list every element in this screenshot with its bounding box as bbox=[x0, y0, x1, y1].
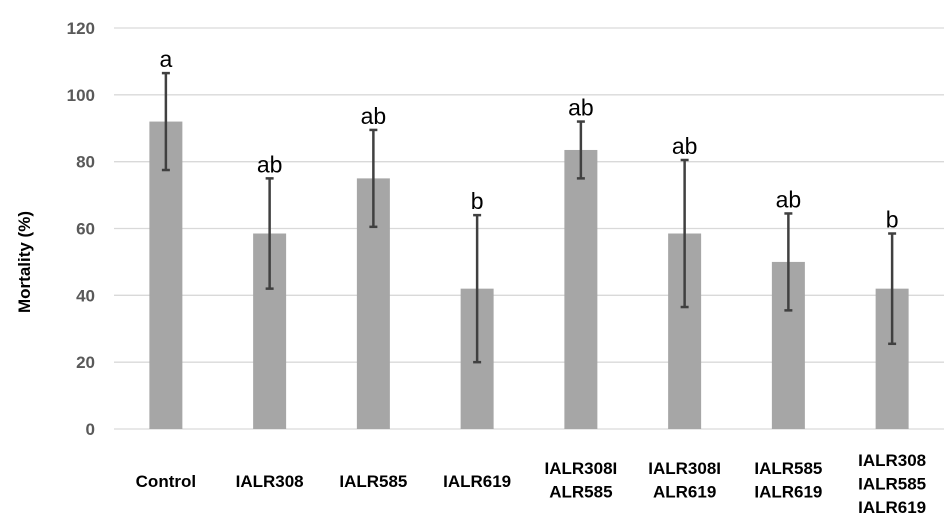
error-bar bbox=[473, 213, 482, 364]
error-bar bbox=[265, 177, 274, 290]
category-label-line: IALR308I bbox=[545, 459, 618, 478]
category-label-line: Control bbox=[136, 472, 196, 491]
y-tick-label: 100 bbox=[67, 86, 95, 105]
category-label: IALR585 bbox=[339, 472, 407, 491]
significance-letter: ab bbox=[568, 95, 594, 121]
category-label-line: IALR308 bbox=[236, 472, 304, 491]
significance-letter: b bbox=[471, 188, 484, 214]
bar bbox=[564, 149, 598, 430]
category-label-line: ALR585 bbox=[549, 483, 612, 502]
gridlines bbox=[114, 27, 944, 430]
category-label-line: IALR619 bbox=[443, 472, 511, 491]
y-tick-label: 60 bbox=[76, 220, 95, 239]
y-tick-label: 120 bbox=[67, 19, 95, 38]
y-tick-labels: 0 20 40 60 80 100 120 bbox=[67, 19, 95, 439]
y-tick-label: 40 bbox=[76, 286, 95, 305]
significance-letter: ab bbox=[257, 151, 283, 177]
error-bar bbox=[161, 71, 170, 172]
category-label: IALR308I ALR619 bbox=[648, 459, 721, 502]
significance-letters: a ab ab b ab ab ab b bbox=[159, 46, 898, 232]
category-label: IALR619 bbox=[443, 472, 511, 491]
error-bar bbox=[576, 120, 585, 180]
category-label: IALR585 IALR619 bbox=[754, 459, 822, 502]
category-label-line: IALR308I bbox=[648, 459, 721, 478]
category-label: Control bbox=[136, 472, 196, 491]
category-label-line: IALR308 bbox=[858, 451, 926, 470]
error-bar bbox=[784, 212, 793, 312]
bar bbox=[149, 121, 183, 430]
significance-letter: ab bbox=[361, 103, 387, 129]
error-bars bbox=[161, 71, 897, 364]
y-tick-label: 0 bbox=[86, 420, 95, 439]
significance-letter: a bbox=[159, 46, 172, 72]
significance-letter: ab bbox=[776, 186, 802, 212]
error-bar bbox=[369, 128, 378, 229]
error-bar bbox=[888, 232, 897, 346]
category-label-line: IALR619 bbox=[754, 483, 822, 502]
y-axis-title: Mortality (%) bbox=[15, 211, 34, 313]
category-label: IALR308 bbox=[236, 472, 304, 491]
category-label-line: IALR585 bbox=[858, 475, 926, 494]
y-tick-label: 20 bbox=[76, 353, 95, 372]
category-label: IALR308 IALR585 IALR619 bbox=[858, 451, 926, 517]
category-label-line: IALR585 bbox=[339, 472, 407, 491]
category-label-line: IALR619 bbox=[858, 498, 926, 517]
error-bar bbox=[680, 158, 689, 309]
category-label-line: IALR585 bbox=[754, 459, 822, 478]
significance-letter: ab bbox=[672, 133, 698, 159]
y-tick-label: 80 bbox=[76, 153, 95, 172]
category-label: IALR308I ALR585 bbox=[545, 459, 618, 502]
significance-letter: b bbox=[886, 207, 899, 233]
category-label-line: ALR619 bbox=[653, 483, 716, 502]
